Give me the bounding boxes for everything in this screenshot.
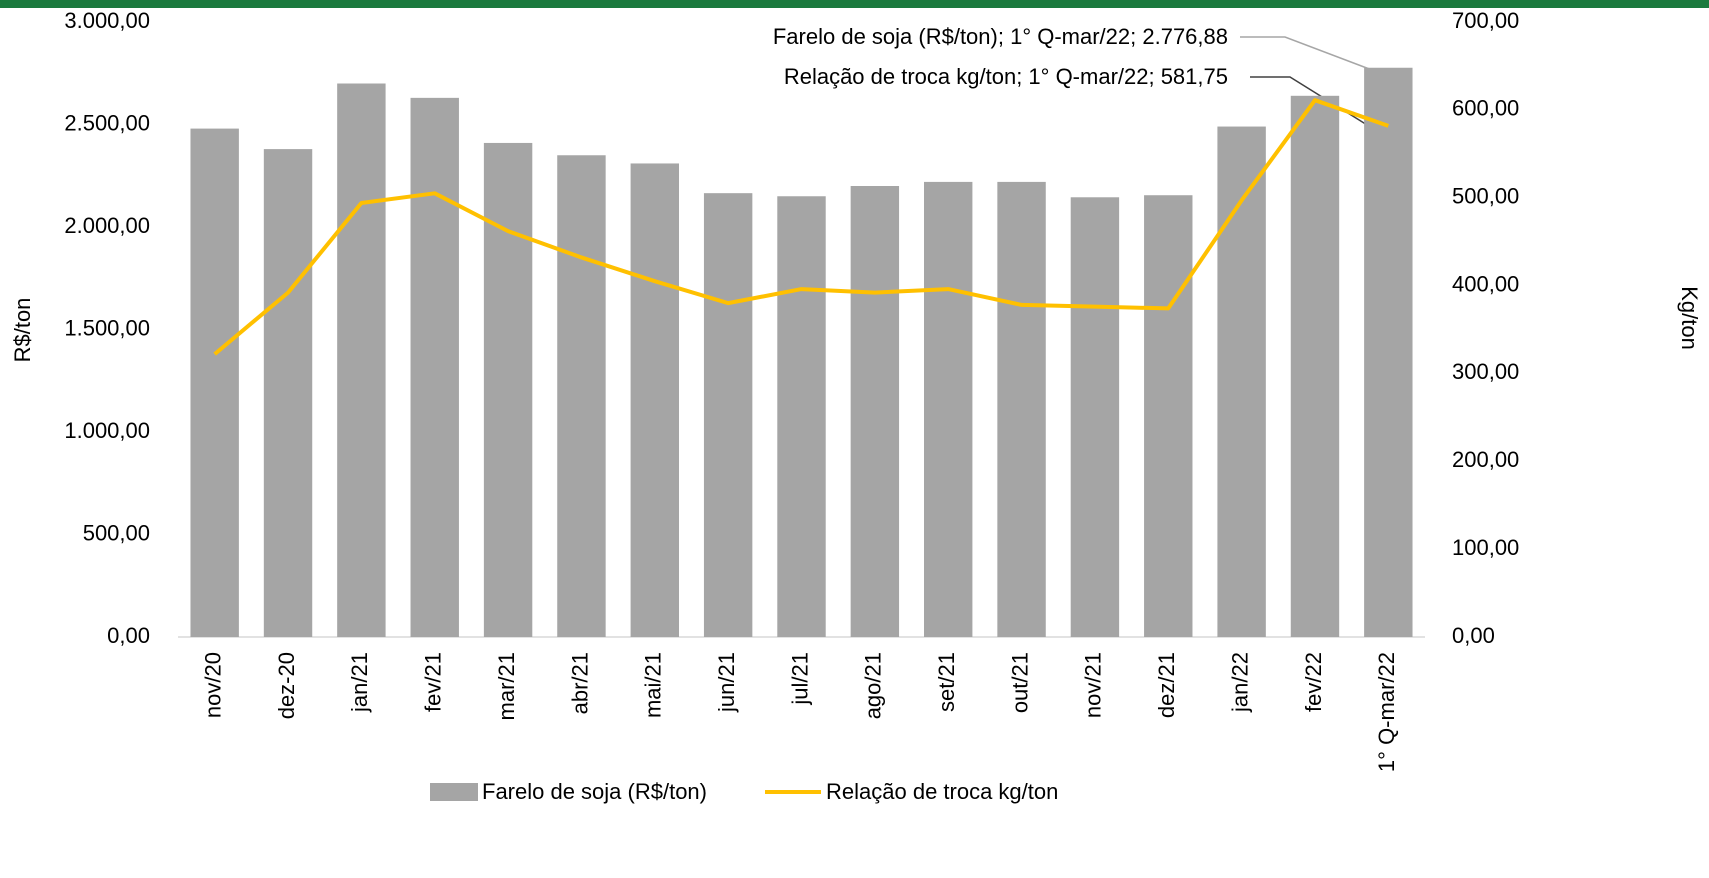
legend-label: Farelo de soja (R$/ton) bbox=[482, 779, 707, 804]
bar bbox=[1290, 95, 1340, 638]
bar bbox=[997, 181, 1046, 637]
legend-label: Relação de troca kg/ton bbox=[826, 779, 1058, 804]
x-tick-label: jan/21 bbox=[347, 652, 372, 713]
bar bbox=[777, 196, 826, 637]
x-tick-label: jul/21 bbox=[787, 652, 812, 706]
bar bbox=[483, 142, 533, 637]
y-axis-label: R$/ton bbox=[10, 298, 35, 363]
bar bbox=[630, 163, 680, 637]
legend-swatch bbox=[430, 783, 478, 801]
x-tick-label: jan/22 bbox=[1227, 652, 1252, 713]
bar bbox=[190, 128, 239, 637]
y2-tick-label: 700,00 bbox=[1452, 8, 1519, 33]
x-tick-label: out/21 bbox=[1007, 652, 1032, 713]
x-tick-label: dez-20 bbox=[274, 652, 299, 719]
annotation: Farelo de soja (R$/ton); 1° Q-mar/22; 2.… bbox=[773, 24, 1228, 49]
x-tick-label: jun/21 bbox=[714, 652, 739, 713]
y-tick-label: 1.500,00 bbox=[64, 315, 150, 340]
x-tick-label: fev/21 bbox=[421, 652, 446, 712]
bar bbox=[1144, 195, 1193, 637]
x-tick-label: 1° Q-mar/22 bbox=[1374, 652, 1399, 772]
bar bbox=[410, 97, 459, 638]
x-tick-label: mai/21 bbox=[641, 652, 666, 718]
y2-axis-label: Kg/ton bbox=[1677, 286, 1702, 350]
x-tick-label: abr/21 bbox=[567, 652, 592, 714]
x-tick-label: nov/21 bbox=[1081, 652, 1106, 718]
y2-tick-label: 300,00 bbox=[1452, 359, 1519, 384]
x-tick-label: nov/20 bbox=[200, 652, 225, 718]
line bbox=[213, 98, 1389, 356]
y-tick-label: 2.000,00 bbox=[64, 213, 150, 238]
bar bbox=[557, 155, 606, 637]
x-tick-label: set/21 bbox=[934, 652, 959, 712]
bar bbox=[850, 186, 900, 637]
bar bbox=[703, 193, 753, 638]
bar bbox=[337, 83, 386, 637]
bar bbox=[1217, 126, 1266, 638]
y2-tick-label: 400,00 bbox=[1452, 271, 1519, 296]
bar bbox=[923, 181, 973, 637]
header-bar bbox=[0, 0, 1709, 8]
x-tick-label: mar/21 bbox=[494, 652, 519, 720]
y2-tick-label: 0,00 bbox=[1452, 623, 1495, 648]
bar bbox=[1070, 197, 1120, 637]
y2-tick-label: 100,00 bbox=[1452, 535, 1519, 560]
y-tick-label: 500,00 bbox=[83, 520, 150, 545]
bar bbox=[263, 149, 313, 637]
y2-tick-label: 200,00 bbox=[1452, 447, 1519, 472]
bar bbox=[1364, 67, 1413, 637]
y-tick-label: 3.000,00 bbox=[64, 8, 150, 33]
y2-tick-label: 600,00 bbox=[1452, 96, 1519, 121]
y-tick-label: 2.500,00 bbox=[64, 110, 150, 135]
leader-line bbox=[1240, 36, 1373, 71]
y-tick-label: 0,00 bbox=[107, 623, 150, 648]
y-tick-label: 1.000,00 bbox=[64, 418, 150, 443]
x-tick-label: ago/21 bbox=[861, 652, 886, 719]
y2-tick-label: 500,00 bbox=[1452, 184, 1519, 209]
x-tick-label: dez/21 bbox=[1154, 652, 1179, 718]
annotation: Relação de troca kg/ton; 1° Q-mar/22; 58… bbox=[784, 64, 1228, 89]
x-tick-label: fev/22 bbox=[1301, 652, 1326, 712]
